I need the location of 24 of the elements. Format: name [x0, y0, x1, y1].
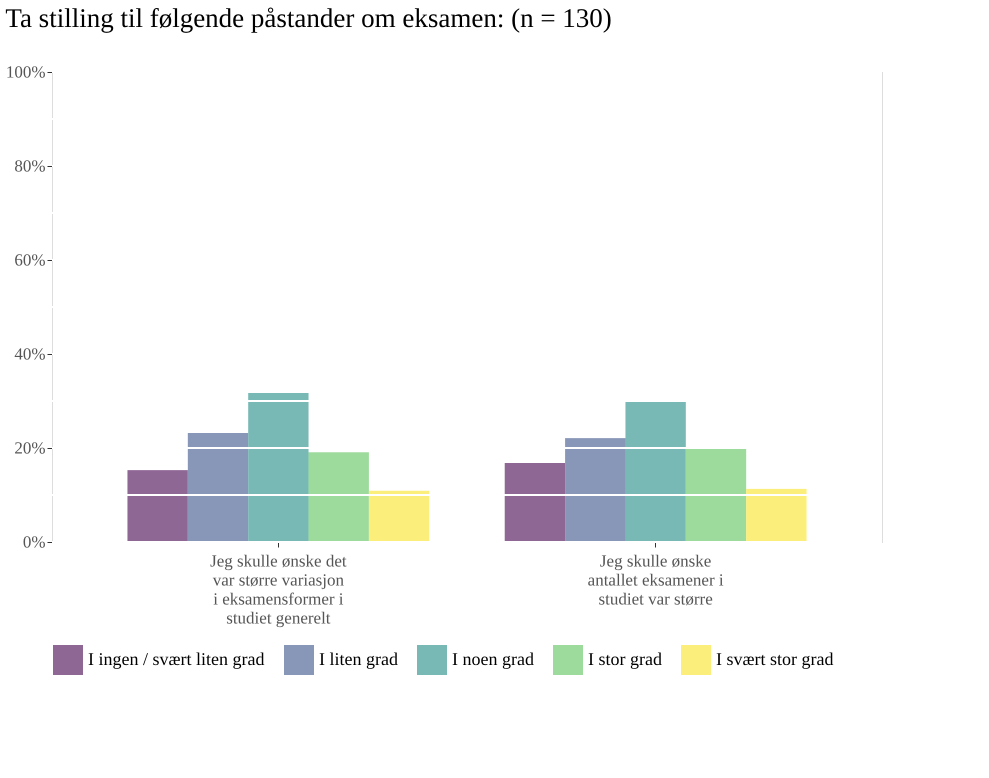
bar [746, 488, 807, 542]
bar [248, 393, 309, 542]
legend-label: I stor grad [588, 649, 662, 669]
bar [565, 438, 626, 542]
y-tick-label: 100% [6, 62, 46, 82]
bar [504, 463, 566, 542]
legend-label: I noen grad [452, 649, 534, 669]
chart-title: Ta stilling til følgende påstander om eksamen: (n = 130) [5, 3, 612, 33]
bar [127, 470, 188, 542]
bar [188, 432, 248, 542]
legend-label: I ingen / svært liten grad [88, 649, 264, 669]
y-tick-label: 40% [14, 344, 46, 364]
x-tick-label: Jeg skulle ønske det var større variasjon i eksamensformer i studiet generelt [210, 552, 347, 628]
legend-label: I liten grad [319, 649, 398, 669]
y-tick-label: 20% [14, 438, 46, 458]
bar [368, 490, 430, 542]
bar [308, 452, 369, 542]
bar [686, 448, 746, 542]
y-tick-label: 0% [22, 532, 46, 552]
bar [625, 402, 686, 542]
legend-label: I svært stor grad [716, 649, 834, 669]
y-tick-label: 60% [14, 250, 46, 270]
x-tick-label: Jeg skulle ønske antallet eksamener i studiet var større [588, 552, 724, 608]
y-tick-label: 80% [14, 156, 46, 176]
